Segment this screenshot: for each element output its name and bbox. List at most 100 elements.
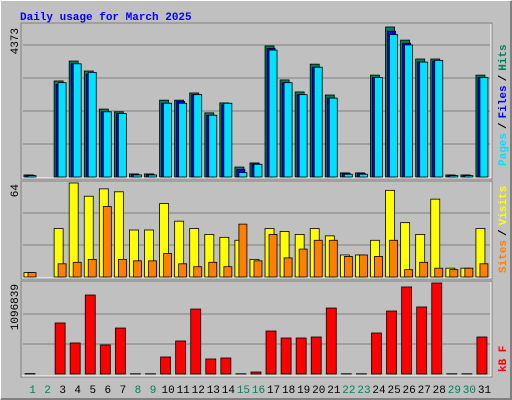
x-tick-label: 9: [150, 385, 157, 397]
bar: [298, 248, 308, 278]
bar: [416, 306, 428, 375]
bar: [117, 258, 127, 278]
x-tick-label: 31: [478, 385, 492, 397]
bar: [430, 198, 441, 278]
panel-highlight: [22, 24, 492, 179]
x-tick-label: 20: [312, 385, 325, 397]
x-tick-label: 18: [282, 385, 295, 397]
bar: [404, 44, 414, 178]
x-tick-label: 2: [44, 385, 51, 397]
bar: [328, 97, 338, 178]
bar: [27, 175, 37, 178]
x-tick-label: 13: [207, 385, 220, 397]
bar: [400, 222, 411, 278]
bar: [238, 223, 248, 278]
x-tick-label: 27: [418, 385, 431, 397]
bar: [57, 263, 67, 278]
bar: [163, 253, 172, 278]
x-tick-label: 3: [59, 385, 66, 397]
bar: [389, 239, 398, 278]
bar: [69, 342, 81, 375]
bar: [148, 174, 157, 178]
bar: [268, 234, 278, 278]
bar: [223, 266, 233, 278]
x-tick-label: 11: [177, 385, 191, 397]
bar: [328, 239, 338, 278]
bar: [193, 266, 203, 278]
x-tick-label: 28: [433, 385, 446, 397]
bar: [359, 254, 368, 278]
bar: [208, 114, 218, 178]
x-tick-label: 25: [387, 385, 400, 397]
bar: [359, 173, 368, 178]
bar: [250, 371, 262, 375]
bar: [374, 256, 383, 278]
x-tick-label: 6: [105, 385, 112, 397]
legend-separator: /: [498, 229, 510, 236]
x-tick-label: 16: [252, 385, 265, 397]
bar: [190, 308, 202, 375]
bar: [57, 82, 67, 178]
y-max-label: 1096839: [10, 284, 22, 330]
chart-title: Daily usage for March 2025: [20, 12, 192, 24]
legend: Pages / Files / Hits: [498, 44, 510, 166]
bar: [205, 358, 217, 375]
bar: [431, 282, 443, 375]
bar: [310, 336, 322, 375]
bar: [434, 267, 444, 278]
bar: [27, 272, 37, 278]
bar: [163, 102, 172, 178]
bar: [283, 257, 293, 278]
x-tick-label: 30: [463, 385, 476, 397]
bar: [114, 327, 126, 375]
bar: [102, 206, 112, 278]
x-tick-label: 17: [267, 385, 280, 397]
bar: [404, 269, 414, 278]
bar: [479, 77, 489, 178]
bar: [193, 94, 203, 178]
bar: [280, 337, 292, 375]
bar: [265, 330, 277, 375]
bar: [343, 256, 353, 278]
legend-entry: Hits: [498, 44, 510, 70]
bar: [401, 286, 413, 375]
bar: [476, 336, 488, 375]
x-tick-label: 24: [372, 385, 386, 397]
bar: [464, 267, 474, 278]
legend-separator: /: [498, 74, 510, 81]
panel-highlight: [22, 282, 492, 377]
bar: [449, 175, 459, 178]
x-tick-label: 14: [222, 385, 236, 397]
x-tick-label: 26: [403, 385, 416, 397]
legend-separator: /: [498, 122, 510, 129]
bar: [313, 239, 323, 278]
bar: [419, 261, 429, 278]
bar: [419, 61, 429, 178]
bar: [72, 63, 82, 178]
bar: [72, 261, 82, 278]
bar: [283, 82, 293, 178]
legend-entry: kB F: [498, 346, 510, 372]
legend: kB F: [498, 346, 510, 372]
bar: [386, 310, 397, 375]
bar: [325, 307, 337, 375]
bar: [268, 49, 278, 178]
bar: [133, 174, 142, 178]
legend-entry: Pages: [498, 133, 510, 166]
bar: [253, 260, 263, 278]
legend: Sites / Visits: [498, 186, 510, 273]
bar: [54, 322, 66, 375]
x-tick-label: 23: [357, 385, 370, 397]
x-tick-label: 29: [448, 385, 461, 397]
x-tick-label: 1: [29, 385, 36, 397]
x-tick-label: 12: [192, 385, 205, 397]
bar: [178, 263, 188, 278]
bar: [223, 102, 233, 178]
bar: [87, 258, 97, 278]
bar: [374, 77, 383, 178]
bar: [343, 173, 353, 178]
legend-entry: Files: [498, 85, 510, 118]
x-tick-label: 10: [162, 385, 175, 397]
x-tick-label: 8: [135, 385, 142, 397]
